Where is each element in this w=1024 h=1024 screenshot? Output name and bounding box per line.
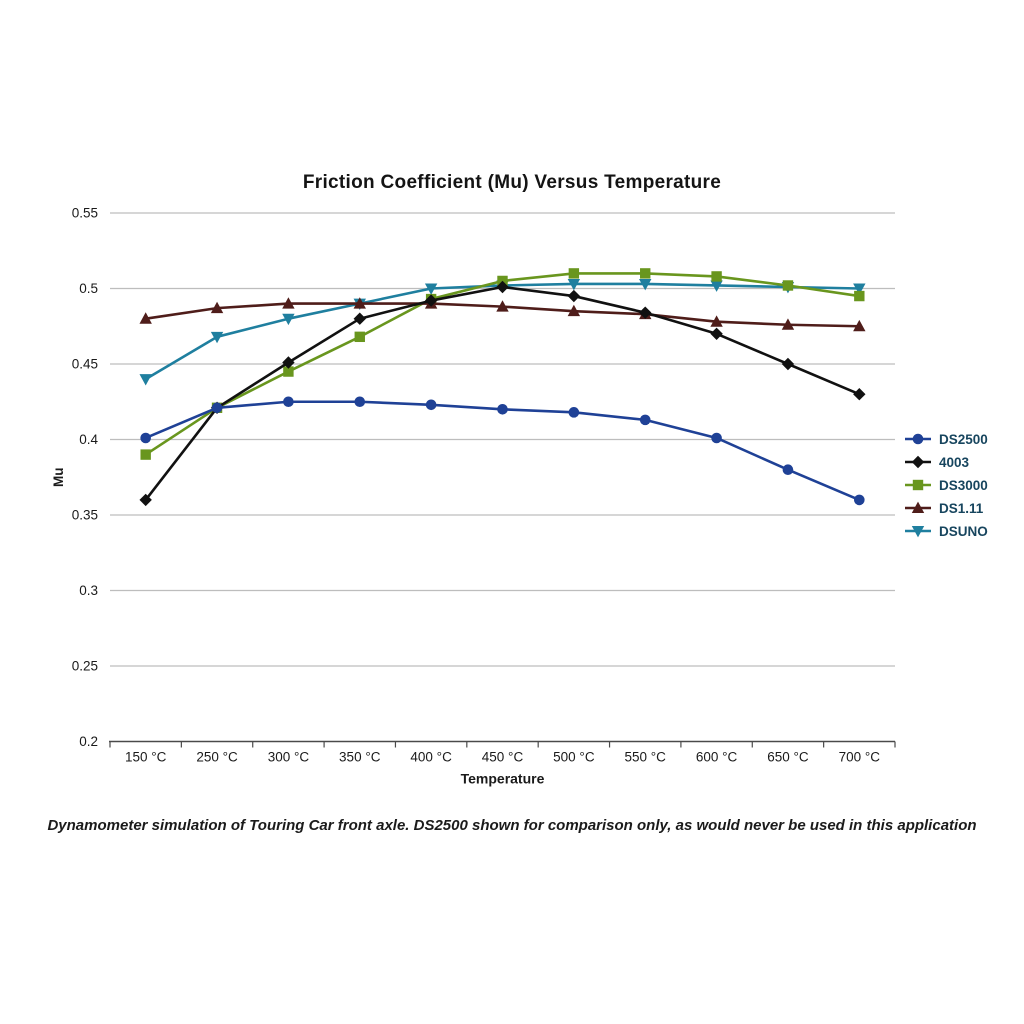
marker-4003-650 °C: [781, 357, 795, 371]
series-line-DS2500: [144, 400, 861, 502]
x-tick-label: 500 °C: [553, 750, 595, 765]
legend-item-DS3000: DS3000: [905, 478, 988, 493]
x-tick-label: 250 °C: [196, 750, 238, 765]
y-tick-label: 0.2: [79, 734, 98, 749]
marker-DSUNO-550 °C: [639, 278, 652, 291]
marker-DS3000-150 °C: [140, 449, 151, 460]
y-tick-label: 0.45: [72, 357, 98, 372]
x-tick-label: 700 °C: [839, 750, 881, 765]
marker-DS3000-700 °C: [854, 290, 865, 302]
marker-DS3000-300 °C: [283, 366, 294, 377]
marker-DSUNO-400 °C: [424, 283, 438, 295]
marker-DSUNO-150 °C: [139, 374, 152, 386]
marker-DS1.11-150 °C: [139, 312, 152, 324]
marker-DS2500-500 °C: [568, 407, 580, 418]
y-axis-labels: 0.55 0.5 0.45 0.4 0.35 0.3 0.25 0.2: [72, 206, 99, 750]
legend-marker-DS3000: [912, 479, 924, 491]
x-tick-label: 350 °C: [339, 750, 381, 765]
x-axis: [109, 740, 896, 748]
x-tick-label: 300 °C: [268, 750, 310, 765]
marker-DS2500-250 °C: [211, 402, 223, 414]
marker-DSUNO-250 °C: [210, 331, 224, 344]
x-tick-label: 450 °C: [482, 750, 524, 765]
marker-DS1.11-700 °C: [853, 319, 866, 332]
marker-DS2500-450 °C: [497, 404, 508, 415]
marker-DS2500-600 °C: [711, 432, 722, 444]
marker-DS3000-550 °C: [640, 268, 651, 279]
marker-DS1.11-450 °C: [496, 300, 509, 312]
x-tick-label: 400 °C: [410, 750, 452, 765]
marker-4003-600 °C: [710, 327, 723, 340]
marker-4003-450 °C: [496, 280, 509, 294]
y-tick-label: 0.5: [79, 281, 98, 296]
y-tick-label: 0.4: [79, 432, 98, 447]
marker-DS2500-350 °C: [354, 396, 366, 408]
legend-marker-DS1.11: [911, 501, 925, 513]
marker-DS1.11-350 °C: [353, 297, 366, 309]
marker-DS2500-650 °C: [782, 464, 794, 476]
y-tick-label: 0.25: [72, 659, 98, 674]
marker-4003-400 °C: [424, 294, 438, 307]
marker-DS3000-500 °C: [568, 268, 580, 279]
y-tick-label: 0.55: [72, 206, 98, 221]
marker-DS2500-550 °C: [639, 414, 651, 426]
marker-DS1.11-650 °C: [781, 318, 795, 330]
legend-item-DS2500: DS2500: [905, 432, 988, 447]
series-line-4003: [144, 285, 861, 502]
legend-marker-DS2500: [912, 433, 924, 445]
legend-marker-4003: [911, 455, 925, 469]
x-tick-label: 600 °C: [696, 750, 738, 765]
legend-label-4003: 4003: [939, 455, 970, 470]
x-tick-label: 650 °C: [767, 750, 809, 765]
legend-label-DS2500: DS2500: [939, 432, 988, 447]
marker-DS2500-150 °C: [140, 432, 151, 444]
marker-4003-700 °C: [853, 388, 866, 401]
legend-label-DSUNO: DSUNO: [939, 524, 988, 539]
marker-DS3000-650 °C: [782, 280, 794, 291]
marker-DS1.11-500 °C: [567, 304, 581, 317]
marker-DSUNO-500 °C: [567, 278, 581, 291]
series-DSUNO: [139, 278, 866, 386]
marker-DSUNO-300 °C: [282, 313, 295, 326]
marker-4003-350 °C: [353, 312, 366, 325]
marker-DS1.11-300 °C: [282, 297, 295, 309]
marker-DS2500-300 °C: [283, 396, 294, 408]
marker-4003-550 °C: [639, 306, 652, 319]
marker-DS2500-400 °C: [425, 399, 437, 411]
marker-4003-500 °C: [567, 289, 581, 303]
x-tick-label: 550 °C: [625, 750, 667, 765]
legend-label-DS3000: DS3000: [939, 478, 988, 493]
marker-DSUNO-700 °C: [853, 283, 866, 295]
series-4003: [139, 280, 866, 507]
legend-item-DSUNO: DSUNO: [905, 524, 988, 539]
x-tick-label: 150 °C: [125, 750, 167, 765]
marker-4003-300 °C: [282, 356, 295, 369]
y-tick-label: 0.35: [72, 508, 98, 523]
marker-DS1.11-250 °C: [210, 301, 224, 314]
legend-marker-DSUNO: [911, 526, 925, 538]
series-line-DSUNO: [144, 282, 861, 381]
legend-item-4003: 4003: [905, 455, 970, 470]
footer-note: Dynamometer simulation of Touring Car fr…: [47, 817, 977, 834]
chart-title: Friction Coefficient (Mu) Versus Tempera…: [302, 172, 722, 193]
x-axis-labels: 150 °C 250 °C 300 °C 350 °C 400 °C 450 °C 500 …: [125, 750, 880, 765]
y-axis-title: Mu: [51, 468, 66, 488]
legend-label-DS1.11: DS1.11: [939, 501, 984, 516]
marker-DS3000-350 °C: [354, 331, 365, 343]
marker-DS1.11-600 °C: [710, 315, 723, 327]
x-axis-title: Temperature: [461, 771, 545, 787]
marker-DS2500-700 °C: [854, 494, 865, 506]
marker-DS3000-600 °C: [711, 271, 722, 282]
marker-DSUNO-600 °C: [710, 280, 723, 292]
series-DS1.11: [139, 297, 866, 332]
legend-item-DS1.11: DS1.11: [905, 501, 984, 516]
marker-4003-150 °C: [139, 493, 152, 507]
series-DS2500: [140, 396, 865, 506]
y-tick-label: 0.3: [79, 583, 98, 598]
legend: DS2500 4003 DS3000 DS1.11 DSUNO: [905, 432, 988, 539]
